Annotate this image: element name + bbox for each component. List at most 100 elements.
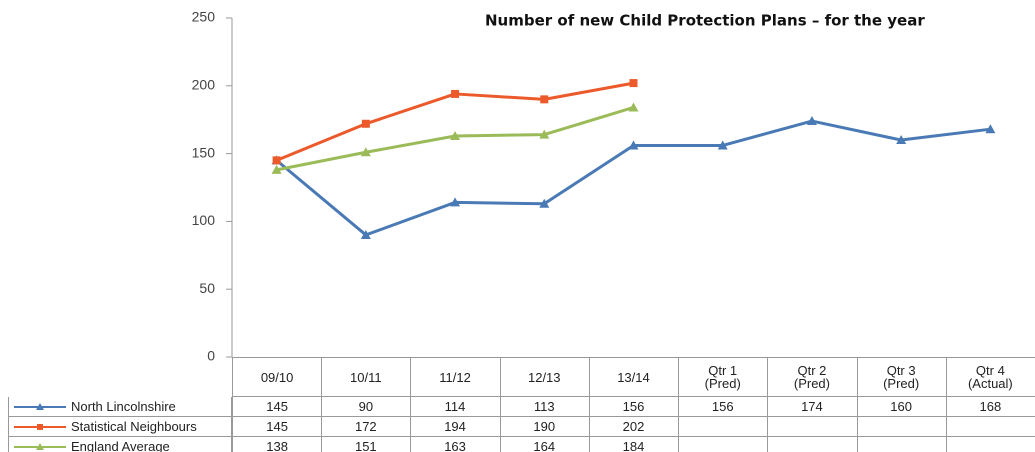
marker xyxy=(36,403,44,410)
table-cell: 90 xyxy=(321,397,412,417)
y-tick-label: 100 xyxy=(192,212,216,228)
marker xyxy=(361,119,370,128)
marker xyxy=(717,140,728,150)
table-cell: 163 xyxy=(410,437,501,452)
table-cell xyxy=(946,437,1035,452)
marker xyxy=(451,89,460,98)
marker xyxy=(272,156,281,165)
marker xyxy=(360,229,371,239)
table-cell xyxy=(767,417,858,437)
table-cell: 113 xyxy=(499,397,590,417)
table-cell: 151 xyxy=(321,437,412,452)
category-cell: Qtr 3 (Pred) xyxy=(856,357,947,397)
marker xyxy=(806,116,817,126)
table-cell-text: 172 xyxy=(354,419,377,434)
table-cell: 190 xyxy=(499,417,590,437)
table-cell xyxy=(767,437,858,452)
chart-title: Number of new Child Protection Plans – f… xyxy=(485,12,925,30)
table-cell: 145 xyxy=(232,417,323,437)
table-cell-text: 168 xyxy=(979,399,1002,414)
y-tick-label: 50 xyxy=(199,280,215,296)
table-cell-text: 174 xyxy=(801,399,823,414)
table-cell: 184 xyxy=(589,437,680,452)
marker xyxy=(628,140,639,150)
table-cell-text: 194 xyxy=(444,419,466,434)
marker xyxy=(985,124,996,134)
table-cell: 156 xyxy=(678,397,769,417)
category-cell-text: 09/10 xyxy=(260,369,294,385)
y-tick-label: 200 xyxy=(192,77,216,93)
marker xyxy=(271,164,282,174)
table-cell: 156 xyxy=(588,397,680,417)
table-cell-text: 156 xyxy=(711,399,734,414)
table-cell: 174 xyxy=(767,397,858,417)
table-cell-text: 164 xyxy=(533,439,556,452)
category-cell: 13/14 xyxy=(588,357,680,397)
table-cell-text: 151 xyxy=(354,439,377,452)
table-cell-text: 156 xyxy=(622,399,645,414)
legend-cell: England Average xyxy=(8,437,232,452)
table-cell-text: 113 xyxy=(533,399,555,414)
marker xyxy=(539,198,550,208)
y-tick-label: 150 xyxy=(192,144,216,160)
marker xyxy=(36,443,44,450)
legend-cell-text: Statistical Neighbours xyxy=(71,419,197,434)
category-cell-text: 10/11 xyxy=(350,369,382,385)
table-cell: 114 xyxy=(410,397,501,417)
category-cell-text: Qtr 2 (Pred) xyxy=(793,363,830,391)
category-cell-text: Qtr 3 (Pred) xyxy=(883,363,920,391)
marker xyxy=(540,95,549,104)
table-cell-text: 138 xyxy=(266,439,288,452)
table-cell xyxy=(678,417,769,437)
table-cell: 202 xyxy=(588,417,680,437)
table-cell: 168 xyxy=(945,397,1035,417)
legend-cell: Statistical Neighbours xyxy=(8,417,232,437)
marker xyxy=(896,135,907,145)
table-cell xyxy=(678,437,769,452)
table-cell-text: 202 xyxy=(622,419,645,434)
category-cell-text: 13/14 xyxy=(617,369,650,385)
category-cell-text: 12/13 xyxy=(527,369,561,385)
legend-cell: North Lincolnshire xyxy=(8,397,232,417)
table-cell xyxy=(856,417,947,437)
series-line xyxy=(275,119,991,237)
category-cell: 10/11 xyxy=(321,357,412,397)
legend-cell-text: North Lincolnshire xyxy=(71,399,176,414)
category-cell: Qtr 2 (Pred) xyxy=(767,357,858,397)
table-cell: 160 xyxy=(856,397,947,417)
table-cell-text: 145 xyxy=(266,399,288,414)
table-cell: 172 xyxy=(321,417,412,437)
table-cell: 164 xyxy=(500,437,590,452)
table-cell-text: 114 xyxy=(444,399,466,414)
table-cell xyxy=(857,437,947,452)
category-cell-text: Qtr 1 (Pred) xyxy=(704,363,741,391)
table-cell-text: 160 xyxy=(890,399,912,414)
table-cell xyxy=(945,417,1035,437)
table-cell-text: 145 xyxy=(266,419,288,434)
category-cell: 12/13 xyxy=(499,357,590,397)
category-cell-text: 11/12 xyxy=(439,369,471,385)
table-cell-text: 163 xyxy=(444,439,466,452)
category-cell: Qtr 4 (Actual) xyxy=(945,357,1035,397)
category-cell: 09/10 xyxy=(232,357,323,397)
marker xyxy=(539,129,550,139)
marker xyxy=(360,147,371,157)
legend-cell-text: England Average xyxy=(71,439,170,452)
table-cell-text: 90 xyxy=(358,399,374,414)
table-cell: 194 xyxy=(410,417,501,437)
category-cell-text: Qtr 4 (Actual) xyxy=(967,363,1013,391)
category-cell: 11/12 xyxy=(410,357,501,397)
table-cell: 145 xyxy=(232,397,323,417)
marker xyxy=(450,197,461,207)
marker xyxy=(37,424,43,430)
marker xyxy=(450,130,461,140)
y-tick-label: 0 xyxy=(207,348,215,364)
table-cell-text: 184 xyxy=(622,439,645,452)
marker xyxy=(629,79,638,88)
table-cell-text: 190 xyxy=(533,419,556,434)
category-cell: Qtr 1 (Pred) xyxy=(678,357,769,397)
table-cell: 138 xyxy=(232,437,323,452)
y-tick-label: 250 xyxy=(192,9,216,25)
